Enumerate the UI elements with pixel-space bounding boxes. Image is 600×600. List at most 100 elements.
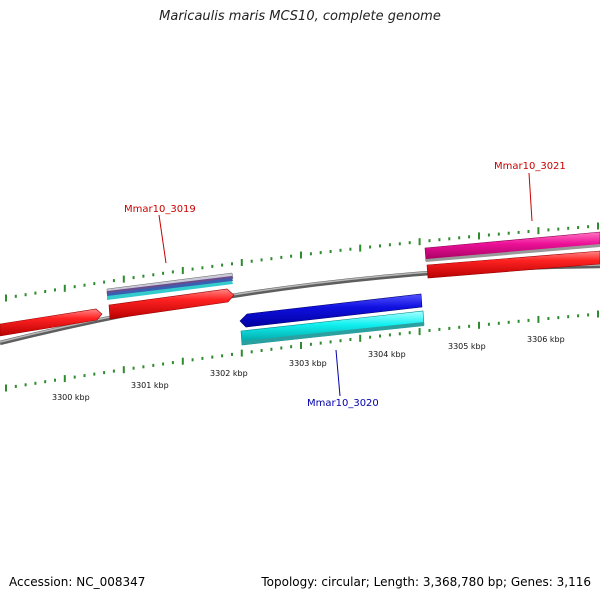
major-tick — [122, 366, 125, 374]
minor-tick — [44, 290, 47, 293]
minor-tick — [24, 293, 27, 297]
major-tick — [597, 310, 599, 318]
minor-tick — [280, 346, 283, 350]
minor-tick — [211, 355, 214, 359]
gene-feature-mmar10-3019-red[interactable] — [108, 288, 235, 320]
minor-tick — [280, 255, 283, 259]
minor-tick — [507, 320, 510, 324]
major-tick — [240, 349, 243, 357]
major-tick — [63, 284, 66, 292]
minor-tick — [408, 241, 411, 245]
gene-feature-mmar10-3021-magenta[interactable] — [424, 231, 600, 262]
gene-label-mmar10-3020[interactable]: Mmar10_3020 — [307, 398, 379, 409]
minor-tick — [34, 381, 37, 385]
gene-label-mmar10-3021[interactable]: Mmar10_3021 — [494, 161, 566, 172]
major-tick — [300, 342, 302, 349]
minor-tick — [270, 347, 273, 351]
minor-tick — [309, 342, 312, 346]
gene-label-mmar10-3019[interactable]: Mmar10_3019 — [124, 204, 196, 215]
minor-tick — [567, 226, 570, 230]
minor-tick — [270, 257, 273, 261]
minor-tick — [587, 225, 590, 229]
leader-line-3020 — [335, 349, 341, 397]
leader-line-3021 — [528, 172, 533, 222]
minor-tick — [379, 334, 381, 338]
minor-tick — [93, 372, 96, 376]
minor-tick — [211, 264, 214, 268]
minor-tick — [201, 266, 204, 270]
tick-label-3302: 3302 kbp — [210, 369, 248, 378]
minor-tick — [557, 227, 560, 231]
major-tick — [537, 315, 540, 323]
minor-tick — [34, 291, 37, 295]
gene-feature-mmar10-3020-blue[interactable] — [239, 293, 423, 328]
minor-tick — [388, 333, 391, 337]
tick-label-3305: 3305 kbp — [448, 342, 486, 351]
minor-tick — [339, 339, 342, 343]
major-tick — [240, 259, 243, 266]
minor-tick — [201, 356, 204, 360]
gene-feature-left-red[interactable] — [0, 308, 103, 337]
minor-tick — [468, 324, 471, 328]
major-tick — [597, 222, 599, 230]
minor-tick — [221, 354, 224, 358]
gene-feature-mmar10-3020-cyan[interactable] — [240, 310, 425, 346]
minor-tick — [103, 371, 106, 375]
minor-tick — [250, 259, 253, 263]
minor-tick — [487, 322, 490, 326]
minor-tick — [44, 380, 47, 384]
minor-tick — [231, 262, 233, 266]
minor-tick — [290, 254, 293, 258]
minor-tick — [428, 329, 431, 332]
minor-tick — [73, 285, 76, 289]
minor-tick — [191, 267, 194, 271]
minor-tick — [398, 332, 401, 336]
minor-tick — [458, 236, 461, 240]
tick-label-3306: 3306 kbp — [527, 335, 565, 344]
minor-tick — [458, 325, 461, 329]
minor-tick — [309, 252, 312, 256]
minor-tick — [103, 280, 106, 284]
major-tick — [418, 238, 421, 246]
gene-feature-right-red[interactable] — [426, 250, 600, 279]
minor-tick — [577, 226, 580, 229]
minor-tick — [438, 238, 441, 242]
minor-tick — [448, 326, 451, 330]
tick-label-3303: 3303 kbp — [289, 359, 327, 368]
major-tick — [63, 375, 66, 383]
minor-tick — [290, 345, 293, 349]
minor-tick — [527, 318, 530, 322]
minor-tick — [171, 361, 174, 365]
minor-tick — [142, 365, 145, 369]
minor-tick — [152, 273, 155, 277]
minor-tick — [319, 251, 322, 255]
minor-tick — [577, 314, 580, 318]
major-tick — [418, 328, 421, 336]
minor-tick — [171, 270, 174, 274]
minor-tick — [132, 276, 135, 280]
minor-tick — [557, 316, 560, 320]
accession-text: Accession: NC_008347 — [9, 575, 146, 589]
minor-tick — [398, 242, 401, 246]
major-tick — [5, 294, 7, 302]
minor-tick — [497, 232, 500, 236]
minor-tick — [468, 235, 471, 239]
minor-tick — [497, 321, 500, 325]
minor-tick — [507, 231, 510, 235]
minor-tick — [527, 230, 530, 233]
minor-tick — [408, 331, 411, 335]
forward-tick-track — [5, 222, 599, 302]
minor-tick — [54, 378, 56, 382]
gene-feature-mmar10-3019-stack[interactable] — [106, 272, 234, 300]
minor-tick — [547, 317, 550, 320]
tick-label-3301: 3301 kbp — [131, 381, 169, 390]
minor-tick — [221, 263, 224, 267]
minor-tick — [93, 282, 96, 286]
minor-tick — [319, 341, 322, 345]
minor-tick — [388, 243, 391, 247]
major-tick — [478, 232, 480, 240]
minor-tick — [329, 250, 332, 253]
minor-tick — [162, 271, 165, 275]
minor-tick — [517, 230, 520, 234]
